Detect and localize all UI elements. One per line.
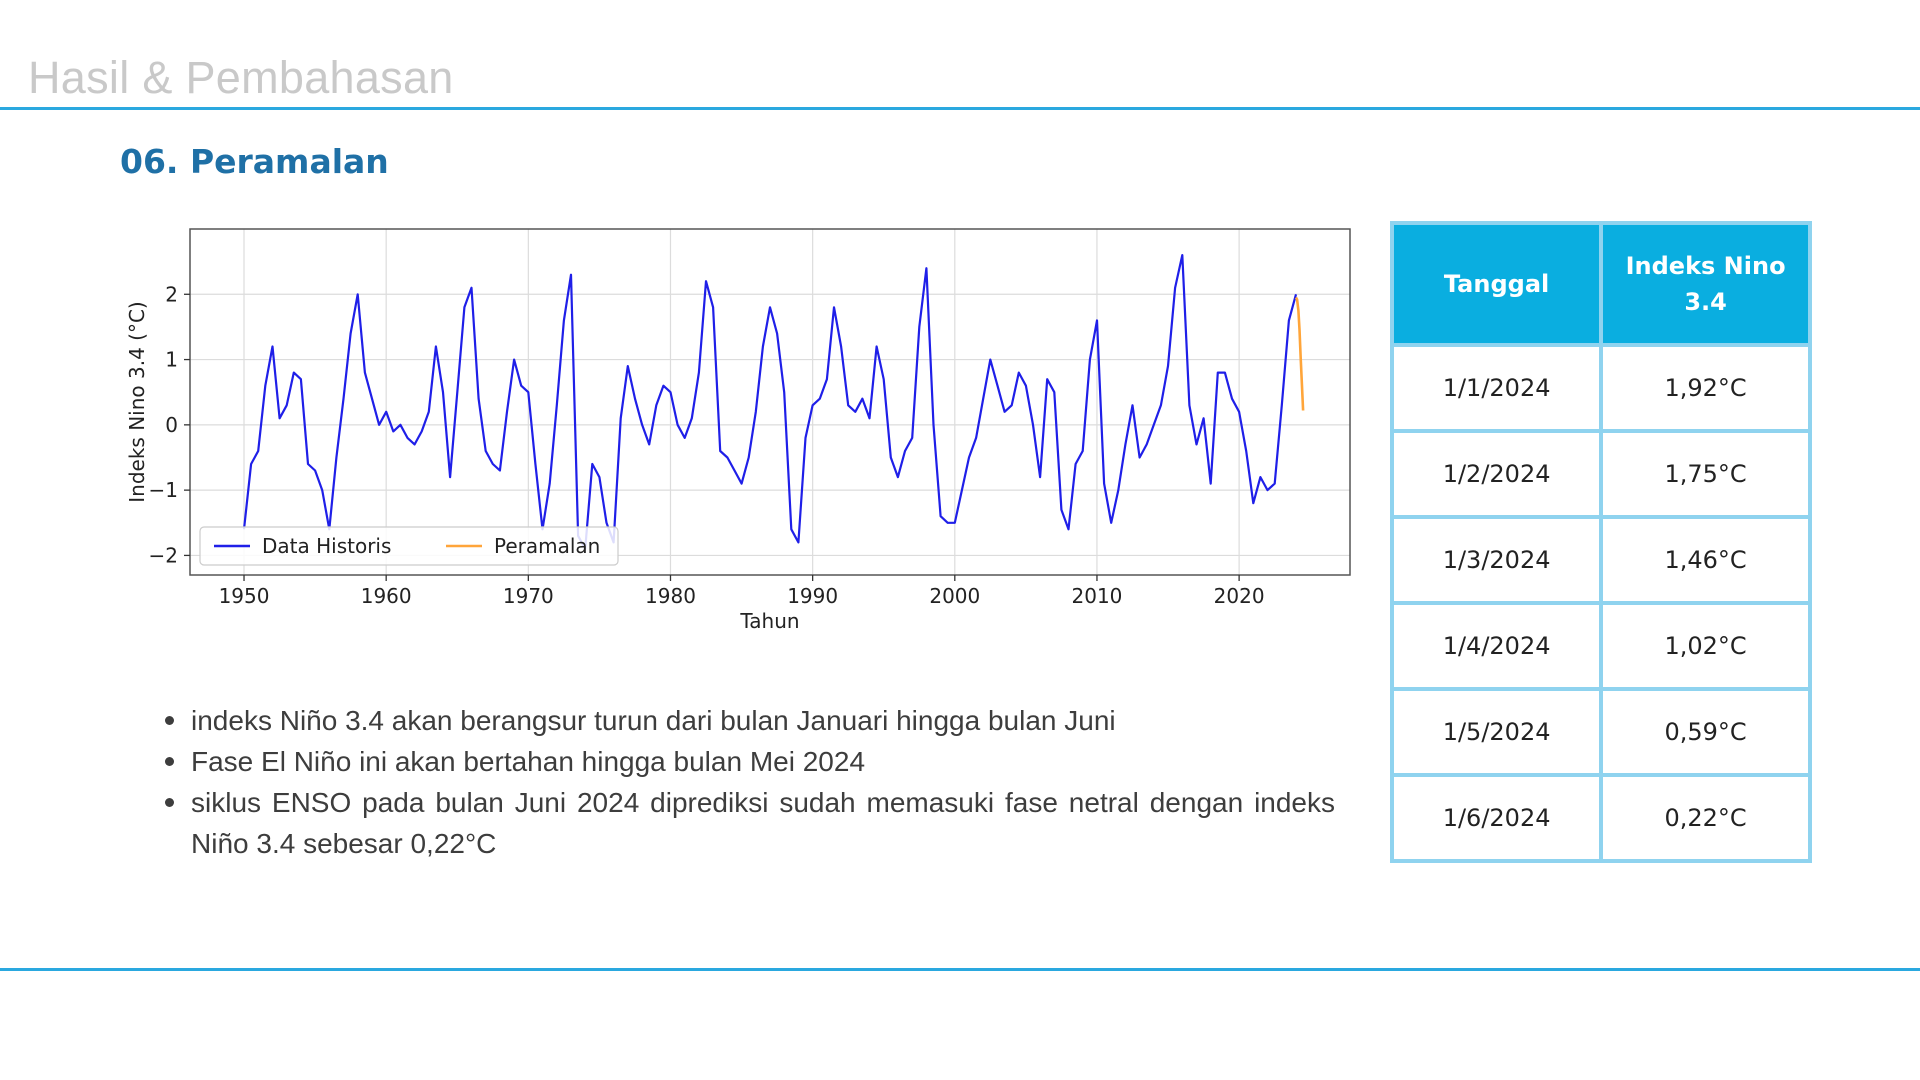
bullet-list: indeks Niño 3.4 akan berangsur turun dar… [165, 700, 1335, 864]
y-tick-label: −1 [149, 478, 178, 502]
cell-value: 1,92°C [1599, 343, 1812, 433]
x-tick-label: 1990 [787, 584, 838, 608]
y-axis-label: Indeks Nino 3.4 (°C) [125, 301, 149, 502]
x-tick-label: 1960 [361, 584, 412, 608]
cell-value: 1,46°C [1599, 515, 1812, 605]
header-divider [0, 107, 1920, 110]
cell-value: 1,75°C [1599, 429, 1812, 519]
cell-value: 0,22°C [1599, 773, 1812, 863]
cell-date: 1/3/2024 [1389, 515, 1604, 605]
page-header: Hasil & Pembahasan [0, 0, 1920, 110]
nino-chart: 1950 1960 1970 1980 1990 2000 2010 2020 2 1 0 −1 −2 T… [120, 215, 1360, 635]
table-row: 1/3/2024 1,46°C [1389, 515, 1812, 605]
bullet-item: siklus ENSO pada bulan Juni 2024 dipredi… [165, 782, 1335, 864]
bullet-item: indeks Niño 3.4 akan berangsur turun dar… [165, 700, 1335, 741]
x-tick-label: 2010 [1072, 584, 1123, 608]
y-tick-label: −2 [149, 543, 178, 567]
legend-label: Data Historis [262, 534, 391, 558]
bullet-item: Fase El Niño ini akan bertahan hingga bu… [165, 741, 1335, 782]
series-line-peramalan [1294, 296, 1305, 411]
cell-value: 1,02°C [1599, 601, 1812, 691]
table-header-row: Tanggal Indeks Nino 3.4 [1389, 221, 1812, 347]
forecast-table: Tanggal Indeks Nino 3.4 1/1/2024 1,92°C … [1389, 221, 1812, 863]
y-tick-label: 0 [165, 413, 178, 437]
table-row: 1/6/2024 0,22°C [1389, 773, 1812, 863]
cell-date: 1/1/2024 [1389, 343, 1604, 433]
table-row: 1/1/2024 1,92°C [1389, 343, 1812, 433]
x-tick-label: 1950 [219, 584, 270, 608]
cell-date: 1/2/2024 [1389, 429, 1604, 519]
footer-divider [0, 968, 1920, 971]
table-row: 1/2/2024 1,75°C [1389, 429, 1812, 519]
section-title: 06. Peramalan [120, 142, 389, 181]
table-row: 1/4/2024 1,02°C [1389, 601, 1812, 691]
x-tick-label: 2000 [929, 584, 980, 608]
header-indeks: Indeks Nino 3.4 [1599, 221, 1812, 347]
cell-value: 0,59°C [1599, 687, 1812, 777]
plot-frame [189, 228, 1351, 576]
series-line-historis [242, 253, 1298, 550]
x-tick-label: 1970 [503, 584, 554, 608]
table-row: 1/5/2024 0,59°C [1389, 687, 1812, 777]
nino-chart-svg: 1950 1960 1970 1980 1990 2000 2010 2020 2 1 0 −1 −2 T… [125, 228, 1351, 633]
x-tick-label: 1980 [645, 584, 696, 608]
y-tick-label: 2 [165, 282, 178, 306]
cell-date: 1/4/2024 [1389, 601, 1604, 691]
x-axis-label: Tahun [739, 609, 799, 633]
cell-date: 1/6/2024 [1389, 773, 1604, 863]
legend-box [199, 526, 619, 566]
y-tick-label: 1 [165, 348, 178, 372]
page-title: Hasil & Pembahasan [28, 52, 454, 103]
header-tanggal: Tanggal [1389, 221, 1604, 347]
forecast-table-grid: Tanggal Indeks Nino 3.4 1/1/2024 1,92°C … [1389, 221, 1812, 863]
cell-date: 1/5/2024 [1389, 687, 1604, 777]
x-tick-label: 2020 [1214, 584, 1265, 608]
legend-label: Peramalan [494, 534, 600, 558]
